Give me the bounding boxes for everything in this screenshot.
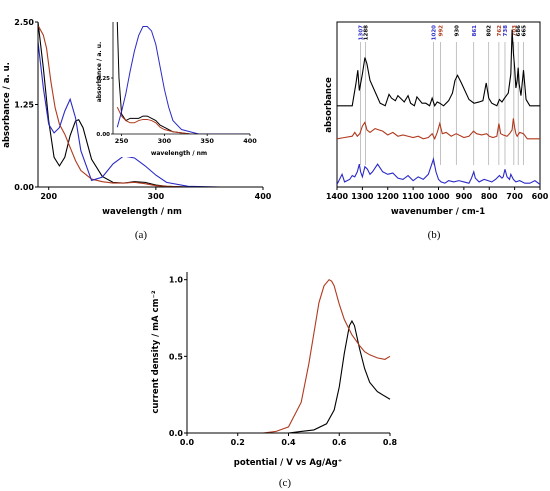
panel-a-caption: (a) (135, 229, 148, 241)
panel-b-y-axis-label: absorbance (324, 77, 334, 133)
panel-a-series-red-line (38, 25, 263, 187)
panel-c-x-axis-label: potential / V vs Ag/Ag⁺ (234, 458, 342, 468)
panel-b-x-tick-label: 600 (532, 192, 549, 201)
panel-b-x-tick-label: 1100 (402, 192, 425, 201)
panel-b-peak-label: 1288 (363, 25, 369, 40)
panel-a-inset-background (93, 17, 254, 157)
panel-b-caption: (b) (428, 229, 441, 241)
panel-a-inset-x-axis-label: wavelength / nm (151, 150, 207, 157)
panel-c-y-axis-label: current density / mA cm⁻² (151, 290, 161, 414)
panel-c-caption: (c) (279, 477, 292, 489)
panel-a-x-tick-label: 400 (255, 192, 272, 201)
panel-c-voltammogram: 0.0 0.2 0.4 0.6 0.8 0.0 0.5 1.0 current density… (151, 272, 398, 489)
panel-c-x-tick-label: 0.4 (281, 438, 296, 447)
panel-b-peak-label: 1307 (359, 25, 365, 40)
panel-a-inset-x-tick-label: 250 (115, 137, 129, 145)
panel-a-inset-x-tick-label: 350 (200, 137, 214, 145)
panel-b-peak-label: 802 (487, 25, 493, 37)
panel-b-x-tick-label: 1200 (377, 192, 400, 201)
panel-a-inset-y-tick-label: 0.00 (96, 132, 110, 138)
panel-b-x-tick-label: 800 (481, 192, 498, 201)
panel-a-x-tick-label: 300 (148, 192, 165, 201)
panel-b-peak-label: 686 (516, 25, 522, 37)
panel-b-series-black-line (337, 29, 540, 108)
panel-a-inset-y-tick-label: 0.25 (96, 76, 110, 82)
panel-a-x-axis-label: wavelength / nm (102, 207, 182, 217)
panel-c-x-tick-label: 0.0 (180, 438, 195, 447)
panel-a-inset-series-blue-line (116, 25, 250, 134)
panel-c-x-tick-label: 0.2 (231, 438, 245, 447)
panel-c-y-tick-label: 0.0 (169, 429, 184, 438)
panel-a-x-tick-label: 200 (40, 192, 57, 201)
panel-c-y-tick-label: 1.0 (169, 276, 184, 285)
panel-a-y-axis-label: absorbance / a. u. (2, 62, 12, 148)
panel-b-series-red-line (337, 118, 540, 141)
panel-b-peak-label: 1020 (431, 25, 437, 40)
panel-a-inset: 250 300 350 400 0.00 0.25 (93, 17, 257, 157)
panel-a-plot-area: 200 300 400 0.00 1.25 2.50 (14, 18, 272, 201)
panel-c-x-tick-label: 0.6 (332, 438, 347, 447)
panel-a-series-blue-line (38, 41, 263, 187)
panel-a-inset-y-axis-label: absorbance / a. u. (96, 42, 103, 103)
panel-b-peak-label: 762 (497, 25, 503, 37)
panel-b-peak-label: 703 (512, 25, 518, 37)
panel-b-peak-label: 738 (503, 25, 509, 37)
panel-b-x-tick-label: 1300 (351, 192, 374, 201)
panel-b-x-tick-label: 900 (456, 192, 473, 201)
panel-a-inset-series-black-line (116, 22, 250, 134)
panel-b-x-tick-label: 1000 (427, 192, 450, 201)
panel-b-x-axis-label: wavenumber / cm-1 (391, 207, 485, 217)
panel-b-x-tick-label: 1400 (326, 192, 349, 201)
panel-b-peak-label: 930 (454, 25, 460, 37)
panel-c-x-tick-label: 0.8 (383, 438, 398, 447)
panel-c-series-red-line (187, 278, 391, 434)
panel-c-plot-area: 0.0 0.2 0.4 0.6 0.8 0.0 0.5 1.0 (169, 272, 398, 447)
panel-a-inset-x-tick-label: 400 (243, 137, 257, 145)
panel-a-inset-series-red-line (116, 106, 250, 134)
panel-b-peak-label: 992 (439, 25, 445, 37)
panel-b-series-blue-line (337, 156, 540, 185)
panel-b-peak-label: 861 (472, 25, 478, 37)
panel-a-y-tick-label: 1.25 (14, 101, 34, 110)
panel-c-y-tick-label: 0.5 (169, 352, 184, 361)
panel-a-y-tick-label: 2.50 (14, 18, 34, 27)
panel-a-y-tick-label: 0.00 (14, 183, 34, 192)
panel-a-inset-x-tick-label: 300 (158, 137, 172, 145)
panel-b-x-tick-label: 700 (506, 192, 523, 201)
panel-a-uv-vis-spectrum: 200 300 400 0.00 1.25 2.50 absorbance / a. u.… (2, 17, 272, 241)
panel-b-peak-label: 665 (522, 25, 528, 37)
